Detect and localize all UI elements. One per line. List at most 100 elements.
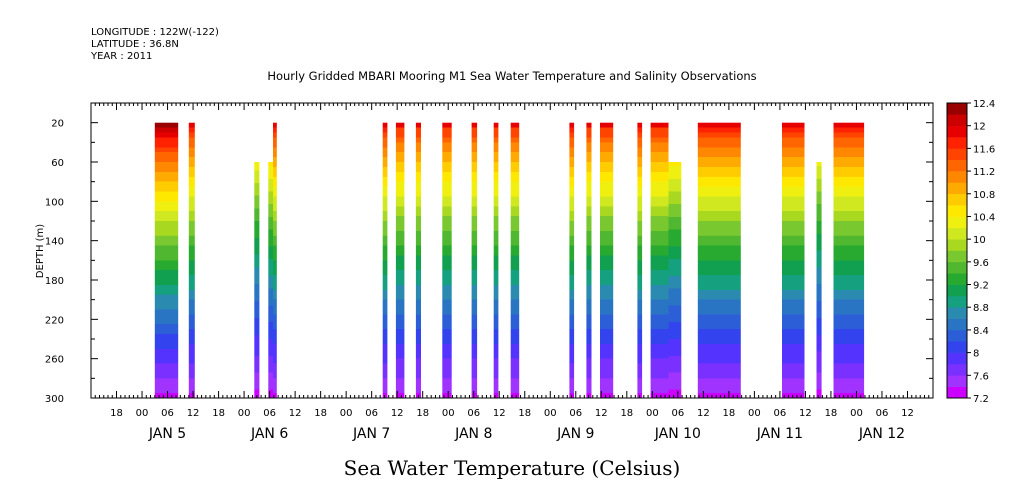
colorbar-label: 10 — [973, 235, 986, 246]
colorbar-bin — [947, 205, 967, 217]
x-tick-label: 12 — [697, 408, 710, 419]
y-axis-ticks: 20 60 100 140 180 220 260 300 — [45, 102, 933, 405]
colorbar-bin — [947, 375, 967, 387]
colorbar-bin — [947, 352, 967, 365]
colorbar-bin — [947, 216, 967, 229]
latitude-label: LATITUDE : 36.8N — [91, 39, 179, 50]
colorbar-bin — [947, 193, 967, 206]
data-block — [273, 122, 277, 398]
data-block — [442, 122, 452, 398]
y-tick-label: 180 — [45, 276, 64, 287]
y-tick-label: 20 — [51, 119, 64, 130]
colorbar-label: 8 — [973, 349, 979, 360]
colorbar-bin — [947, 363, 967, 376]
colorbar-bin — [947, 284, 967, 297]
x-axis-ticks: 18 00 06 12 18 00 06 12 18 00 06 12 18 00 06 12 18 00 06 12… — [90, 103, 934, 442]
x-day-label: JAN 6 — [250, 426, 288, 442]
x-tick-label: 00 — [340, 408, 353, 419]
y-tick-label: 100 — [45, 197, 64, 208]
colorbar-bin — [947, 148, 967, 161]
colorbar-bin — [947, 137, 967, 149]
data-block — [833, 122, 865, 398]
y-tick-label: 300 — [45, 394, 64, 405]
x-tick-label: 06 — [569, 408, 582, 419]
colorbar-label: 12 — [973, 122, 986, 133]
y-axis-label: DEPTH (m) — [35, 224, 46, 278]
x-day-label: JAN 8 — [454, 426, 492, 442]
colorbar-bin — [947, 159, 967, 172]
data-blocks — [154, 122, 865, 398]
data-block — [493, 122, 499, 398]
colorbar-bin — [947, 318, 967, 331]
data-block — [697, 122, 741, 398]
x-tick-label: 18 — [825, 408, 838, 419]
x-tick-label: 06 — [774, 408, 787, 419]
x-tick-label: 12 — [289, 408, 302, 419]
data-block — [188, 122, 195, 398]
y-tick-label: 260 — [45, 355, 64, 366]
colorbar-bin — [947, 295, 967, 308]
colorbar-label: 10.8 — [973, 190, 995, 201]
data-block — [668, 162, 682, 398]
x-tick-label: 00 — [850, 408, 863, 419]
x-tick-label: 00 — [238, 408, 251, 419]
data-block — [782, 122, 805, 398]
x-tick-label: 18 — [212, 408, 225, 419]
colorbar-bin — [947, 182, 967, 195]
colorbar-bin — [947, 386, 967, 399]
data-block — [510, 122, 520, 398]
colorbar: 7.2 7.6 8 8.4 8.8 9.2 9.6 10 10.4 10.8 11.2 11.6 12 1… — [946, 99, 995, 405]
x-tick-label: 12 — [493, 408, 506, 419]
data-block — [268, 162, 273, 398]
x-tick-label: 06 — [467, 408, 480, 419]
x-tick-label: 18 — [416, 408, 429, 419]
x-day-label: JAN 7 — [352, 426, 390, 442]
colorbar-label: 8.4 — [973, 326, 989, 337]
data-block — [816, 162, 822, 398]
x-tick-label: 06 — [876, 408, 889, 419]
x-tick-label: 06 — [671, 408, 684, 419]
x-tick-label: 06 — [263, 408, 276, 419]
colorbar-label: 9.6 — [973, 258, 989, 269]
colorbar-bin — [947, 239, 967, 251]
colorbar-label: 11.6 — [973, 144, 995, 155]
colorbar-label: 7.6 — [973, 371, 989, 382]
colorbar-bin — [947, 103, 967, 115]
colorbar-bin — [947, 307, 967, 319]
x-tick-label: 00 — [544, 408, 557, 419]
data-block — [650, 122, 669, 398]
x-day-label: JAN 5 — [148, 426, 186, 442]
colorbar-label: 10.4 — [973, 212, 995, 223]
x-tick-label: 18 — [110, 408, 123, 419]
y-tick-label: 220 — [45, 315, 64, 326]
colorbar-bin — [947, 329, 967, 342]
x-day-label: JAN 10 — [654, 426, 701, 442]
colorbar-label: 8.8 — [973, 303, 989, 314]
colorbar-bin — [947, 261, 967, 274]
x-tick-label: 18 — [314, 408, 327, 419]
year-label: YEAR : 2011 — [90, 51, 152, 62]
colorbar-label: 9.2 — [973, 281, 989, 292]
colorbar-bin — [947, 114, 967, 126]
data-block — [415, 122, 421, 398]
data-block — [254, 162, 260, 398]
chart-title: Hourly Gridded MBARI Mooring M1 Sea Wate… — [267, 69, 756, 83]
colorbar-bin — [947, 341, 967, 353]
x-tick-label: 06 — [365, 408, 378, 419]
colorbar-bin — [947, 273, 967, 285]
data-block — [569, 122, 575, 398]
colorbar-bin — [947, 227, 967, 240]
x-tick-label: 18 — [518, 408, 531, 419]
x-tick-label: 00 — [442, 408, 455, 419]
data-block — [471, 122, 478, 398]
x-tick-label: 12 — [799, 408, 812, 419]
colorbar-bin — [947, 250, 967, 263]
colorbar-label: 12.4 — [973, 99, 995, 110]
colorbar-bin — [947, 125, 967, 138]
x-tick-label: 00 — [646, 408, 659, 419]
y-tick-label: 60 — [51, 158, 64, 169]
colorbar-bin — [947, 171, 967, 183]
x-axis-label: Sea Water Temperature (Celsius) — [344, 456, 681, 480]
y-tick-label: 140 — [45, 237, 64, 248]
